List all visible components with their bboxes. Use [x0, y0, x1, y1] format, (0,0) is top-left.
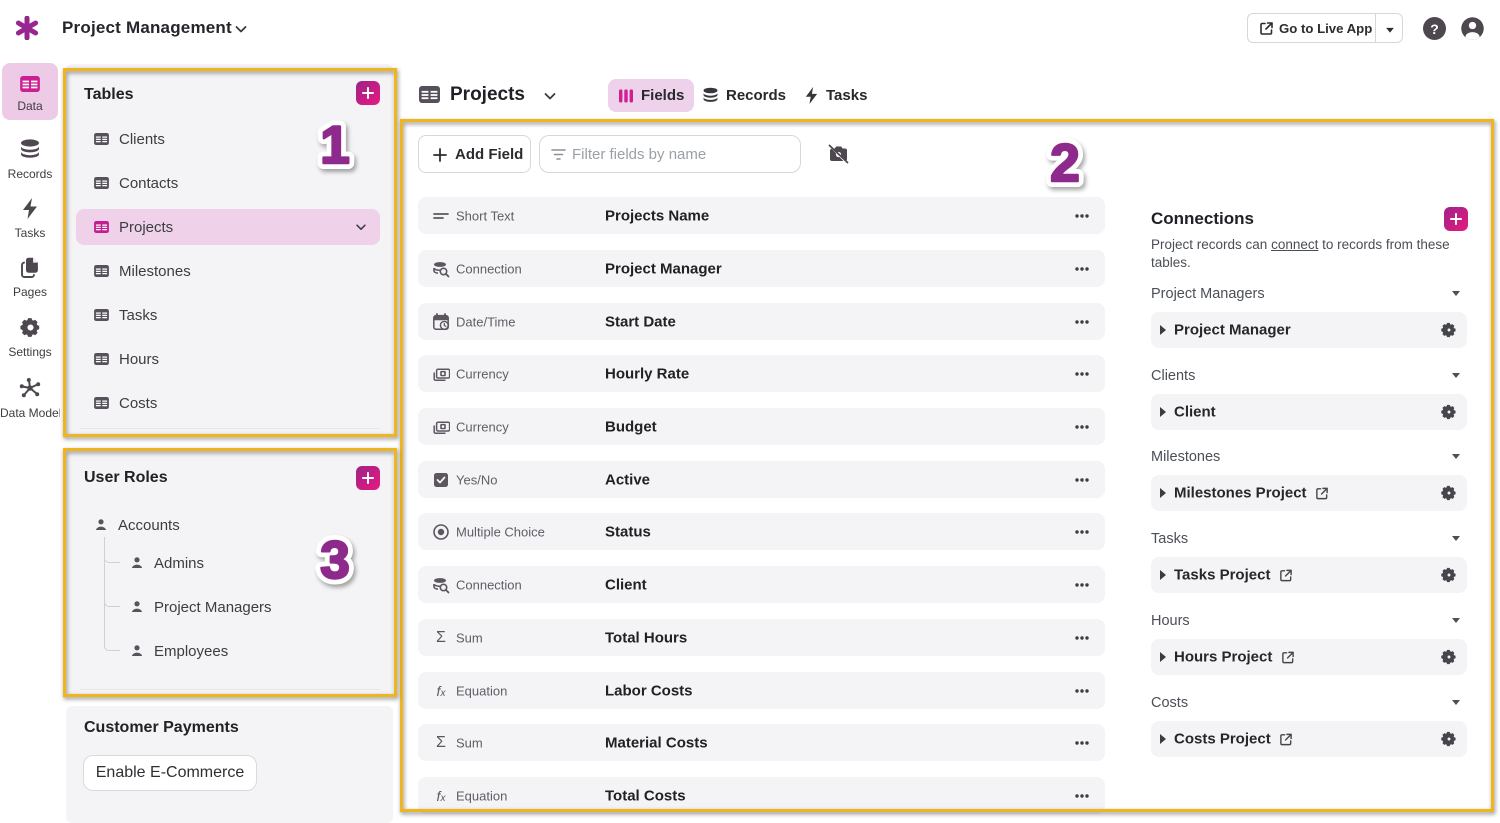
svg-text:1: 1 — [320, 116, 349, 175]
svg-text:1: 1 — [320, 116, 349, 175]
svg-text:2: 2 — [1050, 134, 1079, 193]
svg-text:3: 3 — [320, 531, 349, 590]
svg-text:2: 2 — [1050, 134, 1079, 193]
svg-text:3: 3 — [320, 531, 349, 590]
svg-text:?: ? — [1430, 21, 1439, 37]
